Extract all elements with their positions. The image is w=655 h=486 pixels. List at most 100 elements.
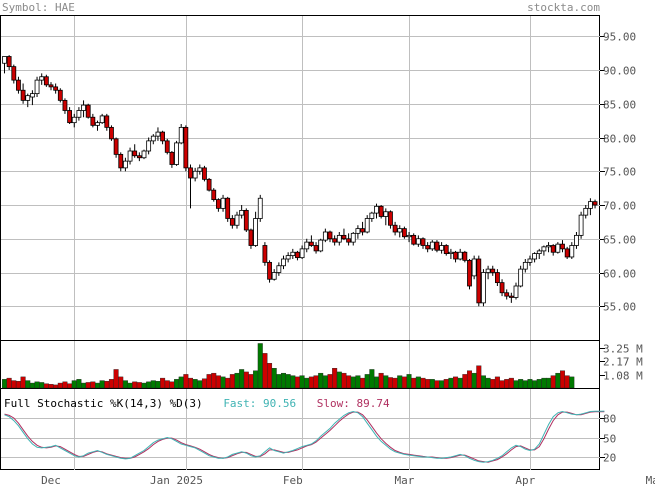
candle-body-33: [155, 131, 161, 137]
volume-bar-101: [471, 372, 477, 389]
candle-body-58: [271, 272, 277, 280]
candle-body-42: [197, 167, 203, 172]
volume-bar-71: [332, 368, 338, 389]
volume-bar-92: [429, 379, 435, 389]
candle-body-7: [34, 79, 40, 95]
candle-body-26: [123, 160, 128, 169]
volume-bar-98: [457, 377, 463, 389]
candle-body-19: [90, 116, 96, 126]
volume-bar-104: [485, 377, 491, 389]
candle-body-100: [467, 259, 472, 287]
stochastic-fast-line: [4, 410, 605, 463]
candle-body-9: [43, 76, 49, 86]
volume-bar-121: [564, 375, 570, 389]
volume-bar-44: [206, 374, 212, 389]
stochastic-slow-line: [4, 411, 605, 463]
candle-body-13: [62, 99, 68, 111]
candle-body-90: [420, 238, 426, 246]
price-tick-label-70: 70.00: [603, 200, 636, 213]
candle-body-63: [295, 251, 300, 259]
candle-body-114: [532, 253, 537, 260]
candle-body-77: [360, 228, 365, 233]
candle-body-25: [118, 153, 124, 169]
volume-tick-label-1: 2.17 M: [603, 356, 643, 369]
candle-body-6: [29, 93, 35, 98]
candle-body-21: [99, 115, 105, 124]
volume-bar-80: [374, 376, 380, 389]
date-label-4: Apr: [515, 474, 535, 486]
candle-body-96: [448, 251, 454, 255]
candle-body-94: [439, 245, 445, 251]
candle-body-110: [513, 285, 519, 298]
volume-bar-16: [76, 379, 82, 389]
candle-body-41: [192, 170, 198, 179]
volume-bar-73: [341, 372, 347, 389]
volume-bar-97: [453, 376, 459, 389]
candle-body-47: [220, 197, 226, 209]
date-axis: Dec Jan 2025 Feb Mar Apr May: [41, 474, 655, 486]
volume-bar-122: [569, 376, 575, 389]
candle-body-118: [550, 245, 556, 253]
volume-bar-23: [108, 379, 114, 389]
candle-body-69: [322, 231, 328, 241]
symbol-label: Symbol: HAE: [2, 1, 75, 14]
volume-bar-78: [364, 374, 370, 389]
volume-bar-39: [183, 374, 189, 389]
candle-body-99: [462, 251, 468, 261]
volume-bar-33: [155, 380, 161, 389]
volume-bar-31: [146, 381, 152, 389]
stochastic-slow-value: Slow: 89.74: [317, 397, 390, 410]
volume-bar-47: [220, 376, 226, 389]
volume-bar-108: [504, 379, 510, 389]
volume-bar-88: [411, 377, 417, 389]
candle-body-120: [560, 243, 565, 250]
candle-body-115: [536, 250, 542, 254]
candle-body-72: [336, 234, 342, 243]
volume-bar-119: [555, 372, 561, 389]
volume-bar-94: [439, 380, 445, 389]
candle-body-24: [113, 138, 119, 155]
volume-bar-34: [160, 377, 166, 389]
volume-bar-62: [290, 375, 296, 389]
candle-body-12: [57, 89, 63, 101]
volume-bar-42: [197, 380, 203, 389]
volume-bar-107: [499, 380, 505, 389]
date-label-1: Jan 2025: [150, 474, 203, 486]
candle-body-87: [406, 234, 412, 238]
candle-body-71: [332, 238, 338, 243]
volume-bar-19: [90, 381, 96, 389]
candle-body-127: [592, 201, 598, 206]
volume-bar-57: [267, 363, 273, 389]
volume-bar-67: [313, 375, 319, 389]
volume-bar-99: [462, 374, 468, 389]
volume-tick-label-2: 1.08 M: [603, 370, 643, 383]
candle-body-61: [285, 255, 291, 260]
candle-body-97: [453, 251, 458, 260]
price-tick-label-95: 95.00: [603, 31, 636, 44]
candle-body-95: [443, 245, 449, 255]
candle-body-117: [546, 245, 551, 248]
volume-bar-37: [174, 379, 180, 389]
candle-body-4: [20, 89, 26, 101]
volume-bar-46: [215, 375, 221, 389]
volume-bar-21: [99, 380, 105, 389]
volume-bar-113: [527, 379, 533, 389]
candle-body-66: [308, 241, 314, 246]
candle-body-91: [425, 245, 431, 250]
candle-body-40: [188, 167, 193, 179]
volume-bar-10: [48, 384, 54, 389]
candle-body-39: [183, 126, 189, 169]
volume-bar-20: [94, 382, 100, 389]
volume-bar-26: [122, 380, 128, 389]
candle-body-84: [392, 224, 398, 233]
candle-body-79: [369, 212, 375, 219]
volume-axis: 3.25 M2.17 M1.08 M: [600, 343, 643, 383]
candle-body-59: [276, 265, 282, 273]
volume-bar-75: [350, 376, 356, 389]
volume-bar-43: [201, 378, 207, 389]
volume-bar-7: [34, 381, 40, 389]
volume-bar-30: [141, 382, 147, 389]
stoch-tick-label-80: 80: [603, 413, 616, 426]
candle-body-113: [527, 258, 533, 263]
volume-bar-77: [360, 377, 366, 389]
